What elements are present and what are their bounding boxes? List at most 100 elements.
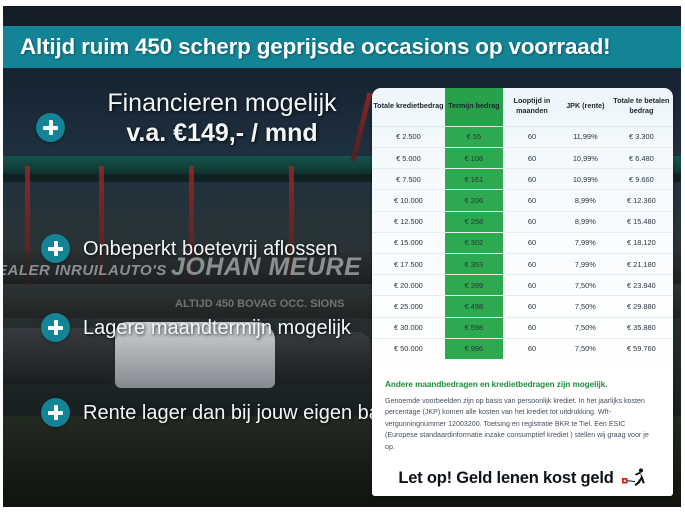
rates-table-body: € 2.500 € 55 60 11,99% € 3.300 € 5.000 € 108 60… <box>372 125 673 359</box>
table-row: € 25.000 € 498 60 7,50% € 29.880 <box>372 295 673 318</box>
table-cell: € 161 <box>444 168 503 190</box>
table-cell: € 23.940 <box>609 274 673 296</box>
table-cell: € 9.660 <box>609 168 673 190</box>
table-cell: 60 <box>502 316 561 339</box>
table-cell: 7,50% <box>560 274 610 296</box>
table-cell: € 55 <box>444 125 503 148</box>
table-row: € 10.000 € 206 60 8,99% € 12.360 <box>372 189 673 212</box>
parked-car-white-suv <box>115 322 275 388</box>
afm-walking-man-icon <box>621 468 645 486</box>
table-cell: 60 <box>502 274 561 296</box>
table-cell: 11,99% <box>560 125 610 148</box>
table-cell: € 20.000 <box>372 274 445 296</box>
table-cell: 60 <box>502 252 561 275</box>
table-cell: € 50.000 <box>372 337 445 359</box>
table-row: € 15.000 € 302 60 7,99% € 18.120 <box>372 231 673 254</box>
table-cell: € 498 <box>444 295 503 318</box>
column-header-term: Looptijd in maanden <box>513 96 551 116</box>
column-header-monthly-payment: Termijn bedrag <box>444 88 503 127</box>
table-cell: 60 <box>502 189 561 212</box>
dealer-sign-sub: ALTIJD 450 BOVAG OCC. SIONS <box>175 298 345 310</box>
table-cell: 60 <box>502 168 561 190</box>
table-cell: € 29.880 <box>609 295 673 318</box>
table-row: € 50.000 € 996 60 7,50% € 59.760 <box>372 337 673 359</box>
feature-item-boetevrij-aflossen: Onbeperkt boetevrij aflossen <box>83 238 338 260</box>
table-cell: 60 <box>502 337 561 359</box>
support-beam <box>99 166 104 284</box>
financing-rates-card: Totale kredietbedrag Termijn bedrag Loop… <box>372 88 673 496</box>
table-cell: 7,50% <box>560 316 610 339</box>
credit-warning: Let op! Geld lenen kost geld <box>372 468 673 488</box>
table-row: € 2.500 € 55 60 11,99% € 3.300 <box>372 125 673 148</box>
table-cell: 60 <box>502 295 561 318</box>
table-cell: € 353 <box>444 252 503 275</box>
headline-text: Altijd ruim 450 scherp geprijsde occasio… <box>20 34 611 59</box>
feature-item-lagere-maandtermijn: Lagere maandtermijn mogelijk <box>83 317 351 339</box>
table-cell: 7,50% <box>560 295 610 318</box>
canopy-shadow <box>3 174 681 182</box>
table-cell: € 2.500 <box>372 125 445 148</box>
table-cell: 60 <box>502 210 561 233</box>
dealer-sign-left: EALER INRUILAUTO'S <box>3 262 167 279</box>
table-cell: € 302 <box>444 231 503 254</box>
table-cell: € 15.000 <box>372 231 445 254</box>
table-cell: € 7.500 <box>372 168 445 190</box>
disclaimer-title: Andere maandbedragen en kredietbedragen … <box>385 380 608 389</box>
table-cell: € 206 <box>444 189 503 212</box>
table-cell: € 5.000 <box>372 147 445 169</box>
table-cell: € 6.480 <box>609 147 673 169</box>
table-cell: € 17.500 <box>372 252 445 275</box>
disclaimer-section: Andere maandbedragen en kredietbedragen … <box>372 380 673 453</box>
feature-item-lagere-rente: Rente lager dan bij jouw eigen bank <box>83 402 401 424</box>
table-row: € 30.000 € 598 60 7,50% € 35.880 <box>372 316 673 339</box>
rates-table: Totale kredietbedrag Termijn bedrag Loop… <box>372 88 673 359</box>
table-cell: € 598 <box>444 316 503 339</box>
table-cell: 8,99% <box>560 189 610 212</box>
table-cell: € 30.000 <box>372 316 445 339</box>
table-cell: € 996 <box>444 337 503 359</box>
table-cell: € 21.180 <box>609 252 673 275</box>
support-beam <box>25 166 30 286</box>
table-row: € 7.500 € 161 60 10,99% € 9.660 <box>372 168 673 190</box>
table-cell: € 59.760 <box>609 337 673 359</box>
credit-warning-text: Let op! Geld lenen kost geld <box>398 468 614 487</box>
table-cell: 7,99% <box>560 252 610 275</box>
column-header-apr: JPK (rente) <box>566 101 605 111</box>
table-row: € 12.500 € 258 60 8,99% € 15.480 <box>372 210 673 233</box>
plus-icon <box>41 398 70 427</box>
feature-item-label: Financieren mogelijk <box>107 89 337 117</box>
table-cell: € 108 <box>444 147 503 169</box>
table-cell: € 399 <box>444 274 503 296</box>
table-cell: € 3.300 <box>609 125 673 148</box>
table-cell: € 12.360 <box>609 189 673 212</box>
table-cell: 60 <box>502 125 561 148</box>
table-cell: € 258 <box>444 210 503 233</box>
table-cell: 10,99% <box>560 147 610 169</box>
table-row: € 17.500 € 353 60 7,99% € 21.180 <box>372 252 673 275</box>
support-beam <box>289 166 294 278</box>
table-cell: € 18.120 <box>609 231 673 254</box>
feature-item-sublabel: v.a. €149,- / mnd <box>126 118 318 147</box>
plus-icon <box>36 113 65 142</box>
support-beam <box>189 166 194 282</box>
plus-icon <box>41 313 70 342</box>
dealer-sign-main: JOHAN MEURE <box>171 253 362 281</box>
table-cell: € 10.000 <box>372 189 445 212</box>
advertisement-poster: JOHAN MEURE EALER INRUILAUTO'S ALTIJD 45… <box>3 6 681 507</box>
plus-icon <box>41 234 70 263</box>
table-cell: 60 <box>502 147 561 169</box>
disclaimer-body: Genoemde voorbeelden zijn op basis van p… <box>385 397 649 451</box>
table-row: € 5.000 € 108 60 10,99% € 6.480 <box>372 147 673 169</box>
column-header-credit-amount: Totale kredietbedrag <box>373 101 444 111</box>
table-cell: € 15.480 <box>609 210 673 233</box>
feature-item-financing: Financieren mogelijk v.a. €149,- / mnd <box>77 89 367 148</box>
parked-car <box>275 332 371 384</box>
table-cell: € 12.500 <box>372 210 445 233</box>
table-header-row: Totale kredietbedrag Termijn bedrag Loop… <box>372 88 673 127</box>
table-cell: 10,99% <box>560 168 610 190</box>
headline-banner: Altijd ruim 450 scherp geprijsde occasio… <box>3 26 681 68</box>
table-cell: 8,99% <box>560 210 610 233</box>
column-header-total-payable: Totale te betalen bedrag <box>613 96 670 116</box>
table-cell: 60 <box>502 231 561 254</box>
table-cell: € 35.880 <box>609 316 673 339</box>
